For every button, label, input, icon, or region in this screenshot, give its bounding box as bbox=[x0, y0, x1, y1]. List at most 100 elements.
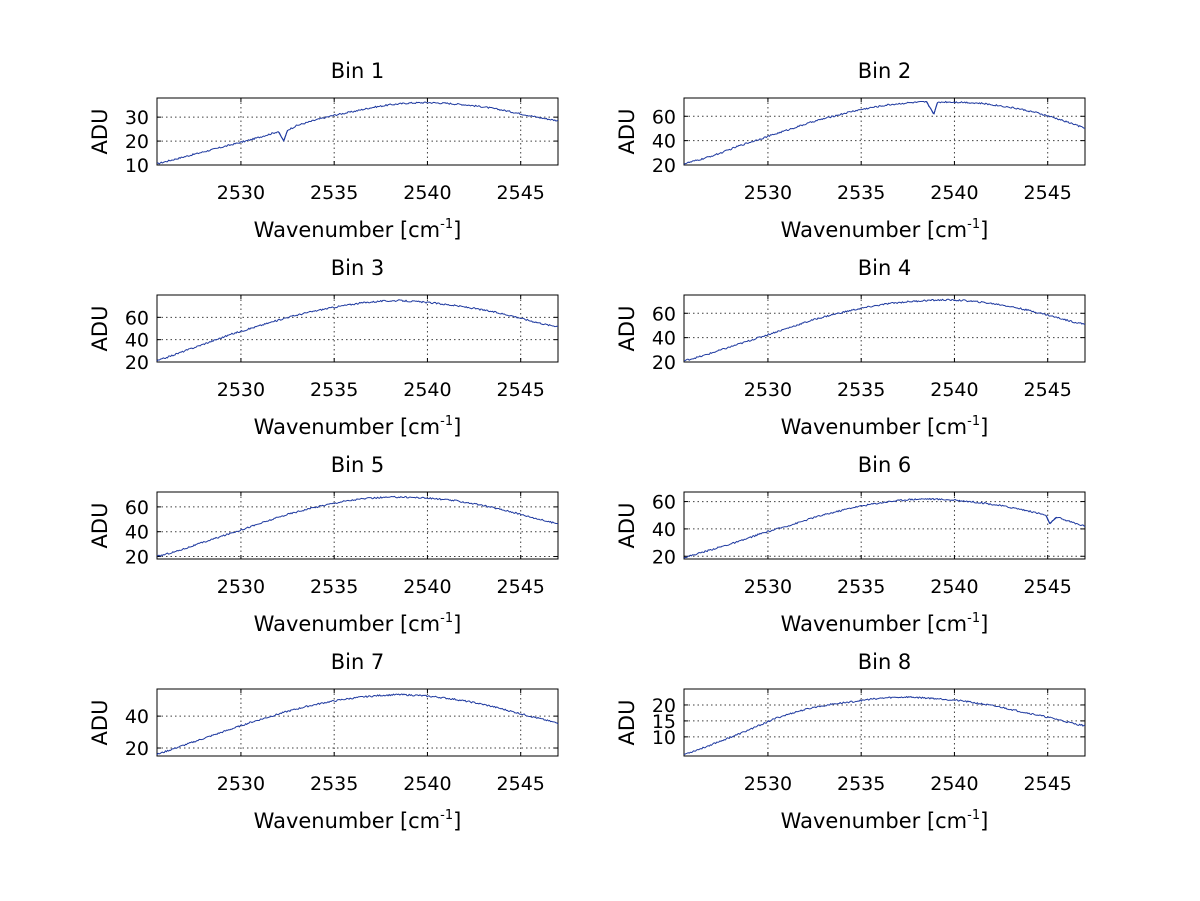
x-axis-label: Wavenumber [cm-1] bbox=[781, 611, 989, 636]
x-tick-label: 2530 bbox=[744, 576, 792, 598]
x-axis-label-suffix: ] bbox=[980, 809, 988, 833]
series-line bbox=[683, 695, 1086, 755]
y-tick-label: 60 bbox=[652, 492, 676, 514]
x-tick-label: 2530 bbox=[744, 773, 792, 795]
x-axis-label-superscript: -1 bbox=[440, 808, 453, 823]
x-axis-label-superscript: -1 bbox=[440, 611, 453, 626]
x-tick-label: 2530 bbox=[217, 576, 265, 598]
axes-box bbox=[156, 97, 559, 166]
x-tick-label: 2540 bbox=[403, 182, 451, 204]
y-tick-label: 10 bbox=[652, 727, 676, 749]
x-axis-label-text: Wavenumber [cm bbox=[254, 415, 440, 439]
x-axis-label-superscript: -1 bbox=[967, 808, 980, 823]
y-axis-label: ADU bbox=[88, 306, 112, 352]
x-tick-label: 2535 bbox=[310, 576, 358, 598]
y-tick-label: 60 bbox=[125, 497, 149, 519]
x-axis-label-suffix: ] bbox=[980, 218, 988, 242]
x-tick-label: 2535 bbox=[310, 182, 358, 204]
panel-title: Bin 6 bbox=[858, 453, 912, 477]
y-tick-label: 40 bbox=[652, 131, 676, 153]
y-tick-label: 20 bbox=[125, 352, 149, 374]
x-tick-label: 2535 bbox=[837, 576, 885, 598]
axes-box bbox=[683, 294, 1086, 363]
y-tick-label: 20 bbox=[125, 738, 149, 760]
x-tick-label: 2540 bbox=[930, 379, 978, 401]
x-tick-label: 2545 bbox=[1024, 379, 1072, 401]
x-tick-label: 2535 bbox=[310, 379, 358, 401]
x-axis-label: Wavenumber [cm-1] bbox=[781, 414, 989, 439]
x-tick-label: 2540 bbox=[930, 773, 978, 795]
axes-box bbox=[156, 688, 559, 757]
x-axis-label-superscript: -1 bbox=[967, 414, 980, 429]
x-axis-label-superscript: -1 bbox=[967, 217, 980, 232]
series-line bbox=[156, 101, 559, 165]
y-tick-label: 30 bbox=[125, 107, 149, 129]
x-axis-label-suffix: ] bbox=[453, 218, 461, 242]
series-line bbox=[156, 693, 559, 756]
x-tick-label: 2540 bbox=[930, 182, 978, 204]
x-tick-label: 2530 bbox=[744, 379, 792, 401]
y-tick-label: 40 bbox=[652, 519, 676, 541]
x-tick-label: 2540 bbox=[930, 576, 978, 598]
x-tick-label: 2545 bbox=[497, 379, 545, 401]
x-axis-label-suffix: ] bbox=[980, 415, 988, 439]
x-axis-label-superscript: -1 bbox=[440, 217, 453, 232]
panel-title: Bin 4 bbox=[858, 256, 912, 280]
panel-title: Bin 2 bbox=[858, 59, 912, 83]
x-axis-label: Wavenumber [cm-1] bbox=[254, 808, 462, 833]
panel-title: Bin 3 bbox=[331, 256, 385, 280]
x-axis-label: Wavenumber [cm-1] bbox=[254, 217, 462, 242]
y-tick-label: 20 bbox=[652, 155, 676, 177]
x-tick-label: 2540 bbox=[403, 773, 451, 795]
y-axis-label: ADU bbox=[615, 700, 639, 746]
x-tick-label: 2545 bbox=[497, 182, 545, 204]
series-line bbox=[683, 497, 1086, 559]
series-dip bbox=[277, 129, 289, 142]
y-tick-label: 60 bbox=[125, 307, 149, 329]
y-axis-label: ADU bbox=[88, 109, 112, 155]
x-axis-label-text: Wavenumber [cm bbox=[781, 218, 967, 242]
x-axis-label-text: Wavenumber [cm bbox=[254, 809, 440, 833]
x-axis-label-suffix: ] bbox=[453, 415, 461, 439]
x-axis-label-suffix: ] bbox=[453, 809, 461, 833]
panel-title: Bin 7 bbox=[331, 650, 385, 674]
x-tick-label: 2545 bbox=[1024, 576, 1072, 598]
y-tick-label: 40 bbox=[652, 328, 676, 350]
x-axis-label: Wavenumber [cm-1] bbox=[781, 808, 989, 833]
x-tick-label: 2545 bbox=[497, 773, 545, 795]
x-tick-label: 2530 bbox=[217, 773, 265, 795]
panel-bin-6: Bin 6 2530 2535 2540 2545 20 40 60 Wavenumber [c… bbox=[615, 453, 1086, 636]
y-tick-label: 10 bbox=[125, 155, 149, 177]
y-tick-label: 20 bbox=[125, 131, 149, 153]
x-axis-label: Wavenumber [cm-1] bbox=[781, 217, 989, 242]
y-tick-label: 60 bbox=[652, 106, 676, 128]
y-tick-label: 15 bbox=[652, 711, 676, 733]
y-tick-label: 20 bbox=[652, 695, 676, 717]
x-tick-label: 2545 bbox=[1024, 182, 1072, 204]
y-tick-label: 20 bbox=[125, 547, 149, 569]
series-dip bbox=[1045, 515, 1058, 524]
x-tick-label: 2530 bbox=[744, 182, 792, 204]
axes-box bbox=[156, 294, 559, 363]
series-line bbox=[156, 299, 559, 362]
x-tick-label: 2540 bbox=[403, 379, 451, 401]
y-axis-label: ADU bbox=[88, 503, 112, 549]
y-tick-label: 60 bbox=[652, 303, 676, 325]
axes-box bbox=[156, 491, 559, 560]
x-tick-label: 2545 bbox=[497, 576, 545, 598]
x-tick-label: 2540 bbox=[403, 576, 451, 598]
x-axis-label: Wavenumber [cm-1] bbox=[254, 611, 462, 636]
x-tick-label: 2545 bbox=[1024, 773, 1072, 795]
panel-bin-7: Bin 7 2530 2535 2540 2545 20 40 Wavenumber [cm-… bbox=[88, 650, 559, 833]
x-axis-label-suffix: ] bbox=[453, 612, 461, 636]
y-axis-label: ADU bbox=[88, 700, 112, 746]
panel-title: Bin 5 bbox=[331, 453, 385, 477]
y-axis-label: ADU bbox=[615, 503, 639, 549]
x-axis-label-text: Wavenumber [cm bbox=[781, 809, 967, 833]
y-axis-label: ADU bbox=[615, 109, 639, 155]
